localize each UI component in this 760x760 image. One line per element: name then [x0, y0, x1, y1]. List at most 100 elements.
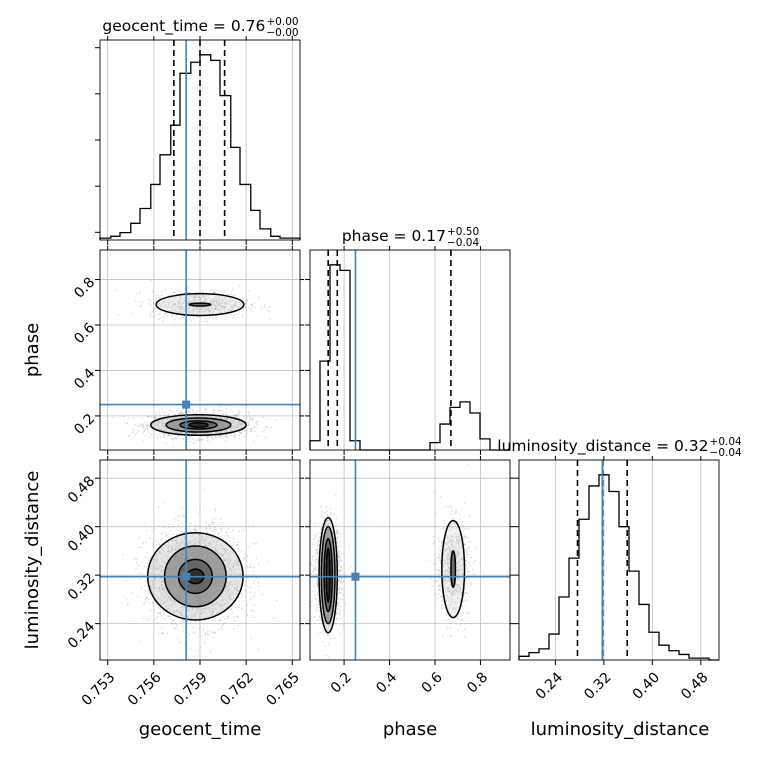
sample-point	[168, 410, 171, 413]
sample-point	[232, 306, 234, 309]
sample-point	[209, 416, 212, 418]
sample-point	[170, 418, 173, 421]
sample-point	[144, 429, 146, 432]
sample-point	[150, 433, 153, 436]
sample-point	[146, 562, 148, 565]
sample-point	[231, 420, 234, 422]
sample-point	[172, 438, 174, 441]
sample-point	[193, 442, 195, 445]
sample-point	[239, 424, 242, 427]
sample-point	[232, 295, 235, 297]
sample-point	[235, 302, 238, 304]
sample-point	[225, 430, 227, 433]
sample-point	[234, 414, 237, 417]
sample-point	[212, 311, 214, 314]
sample-point	[237, 414, 239, 416]
sample-point	[242, 529, 245, 531]
sample-point	[232, 542, 235, 544]
sample-point	[338, 613, 341, 616]
sample-point	[170, 418, 173, 420]
sample-point	[148, 416, 150, 418]
sample-point	[162, 436, 164, 438]
sample-point	[325, 654, 327, 657]
sample-point	[257, 589, 260, 592]
sample-point	[205, 319, 207, 321]
sample-point	[138, 572, 141, 575]
sample-point	[199, 294, 201, 297]
sample-point	[240, 550, 243, 553]
sample-point	[144, 428, 147, 430]
sample-point	[139, 546, 141, 549]
sample-point	[191, 438, 194, 440]
sample-point	[140, 546, 143, 548]
sample-point	[256, 557, 258, 560]
sample-point	[192, 432, 194, 435]
sample-point	[320, 529, 322, 531]
sample-point	[317, 633, 319, 635]
sample-point	[200, 436, 203, 438]
sample-point	[240, 424, 242, 427]
sample-point	[177, 413, 180, 415]
sample-point	[208, 316, 211, 319]
sample-point	[226, 293, 228, 295]
sample-point	[174, 430, 176, 433]
sample-point	[244, 307, 247, 309]
sample-point	[146, 426, 148, 429]
sample-point	[174, 431, 177, 434]
sample-point	[217, 303, 220, 306]
sample-point	[316, 580, 319, 583]
sample-point	[243, 417, 245, 419]
sample-point	[143, 524, 146, 526]
sample-point	[167, 433, 170, 436]
sample-point	[334, 637, 336, 639]
sample-point	[210, 437, 213, 439]
sample-point	[222, 623, 224, 626]
sample-point	[195, 415, 197, 418]
sample-point	[243, 415, 245, 417]
sample-point	[233, 628, 236, 630]
sample-point	[253, 616, 256, 619]
sample-point	[218, 410, 220, 413]
sample-point	[159, 436, 162, 438]
sample-point	[207, 306, 209, 309]
sample-point	[244, 419, 247, 421]
sample-point	[250, 563, 252, 565]
sample-point	[202, 307, 205, 310]
sample-point	[222, 292, 225, 295]
sample-point	[263, 306, 266, 309]
sample-point	[151, 601, 154, 604]
sample-point	[142, 425, 144, 428]
sample-point	[239, 297, 241, 299]
sample-point	[173, 291, 176, 294]
sample-point	[208, 310, 211, 313]
sample-point	[258, 585, 261, 588]
sample-point	[201, 307, 203, 310]
sample-point	[151, 428, 153, 431]
sample-point	[337, 531, 340, 533]
sample-point	[172, 417, 174, 419]
sample-point	[336, 529, 338, 531]
sample-point	[176, 623, 178, 626]
sample-point	[211, 316, 213, 318]
sample-point	[145, 424, 148, 427]
sample-point	[131, 591, 134, 594]
sample-point	[219, 309, 221, 312]
sample-point	[215, 435, 217, 438]
title-phase: phase = 0.17 +0.50−0.04	[342, 226, 480, 249]
sample-point	[175, 431, 178, 434]
sample-point	[148, 598, 150, 600]
sample-point	[338, 550, 341, 552]
sample-point	[159, 421, 161, 424]
sample-point	[219, 434, 222, 437]
sample-point	[133, 557, 136, 559]
sample-point	[236, 313, 238, 315]
sample-point	[253, 430, 256, 432]
sample-point	[225, 435, 228, 438]
sample-point	[223, 290, 225, 293]
sample-point	[241, 422, 243, 424]
sample-point	[151, 529, 154, 531]
sample-point	[176, 431, 179, 434]
sample-point	[148, 303, 150, 305]
sample-point	[172, 619, 174, 622]
sample-point	[339, 618, 342, 620]
